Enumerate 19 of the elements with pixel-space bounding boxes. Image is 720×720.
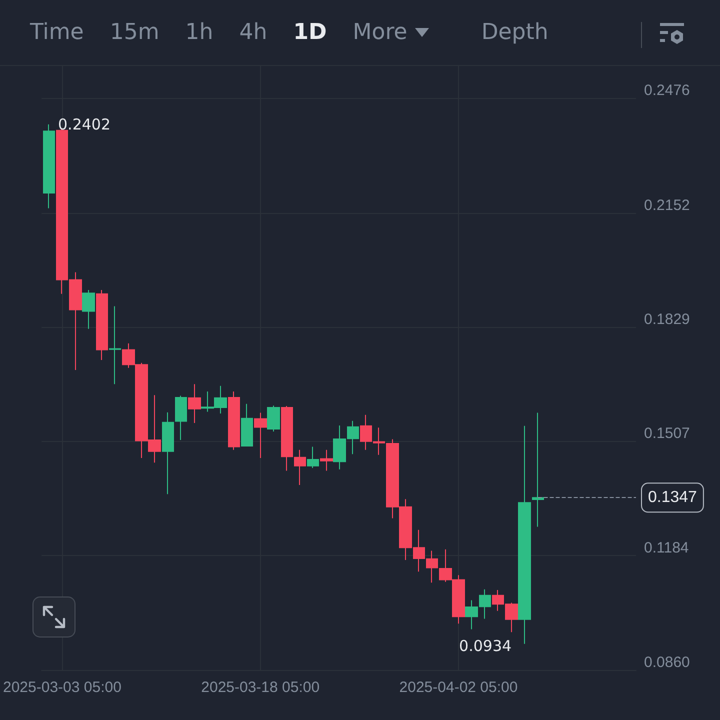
text: More	[352, 20, 408, 45]
text: 4h	[239, 20, 268, 45]
text: Depth	[481, 20, 548, 45]
y-tick-label: 0.1507	[644, 425, 690, 442]
x-tick-label: 2025-04-02 05:00	[399, 679, 518, 696]
text: Time	[30, 20, 84, 45]
text: 1h	[185, 20, 214, 45]
y-tick-label: 0.2476	[644, 82, 690, 100]
x-tick-label: 2025-03-18 05:00	[201, 679, 320, 696]
y-tick-label: 0.1184	[644, 539, 689, 556]
annotation: 0.0934	[459, 636, 512, 655]
text: 15m	[110, 20, 160, 45]
annotation: 0.2402	[58, 115, 111, 134]
ref-line-label: 0.1347	[648, 489, 698, 506]
x-tick-label: 2025-03-03 05:00	[3, 679, 122, 696]
y-tick-label: 0.0860	[644, 654, 690, 671]
y-tick-label: 0.2152	[644, 196, 690, 214]
text: 1D	[293, 20, 327, 45]
y-tick-label: 0.1829	[644, 311, 690, 328]
